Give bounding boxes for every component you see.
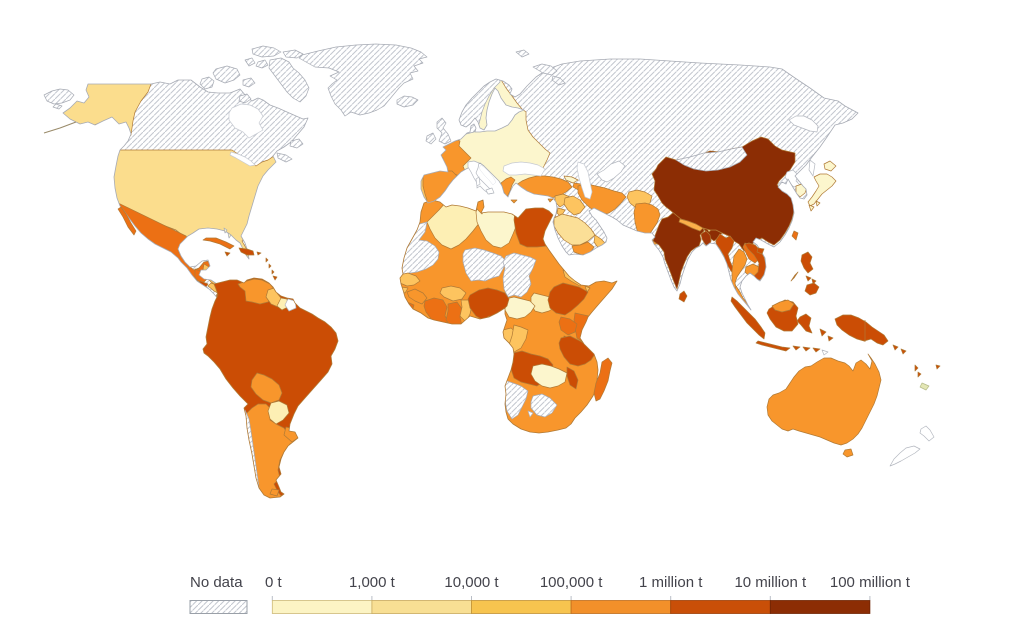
svg-text:100,000 t: 100,000 t	[540, 574, 603, 591]
svg-text:0 t: 0 t	[265, 574, 283, 591]
svg-text:1 million t: 1 million t	[639, 574, 703, 591]
svg-text:10,000 t: 10,000 t	[444, 574, 499, 591]
svg-text:1,000 t: 1,000 t	[349, 574, 396, 591]
svg-text:100 million t: 100 million t	[830, 574, 911, 591]
svg-text:No data: No data	[190, 574, 243, 591]
svg-text:10 million t: 10 million t	[734, 574, 807, 591]
